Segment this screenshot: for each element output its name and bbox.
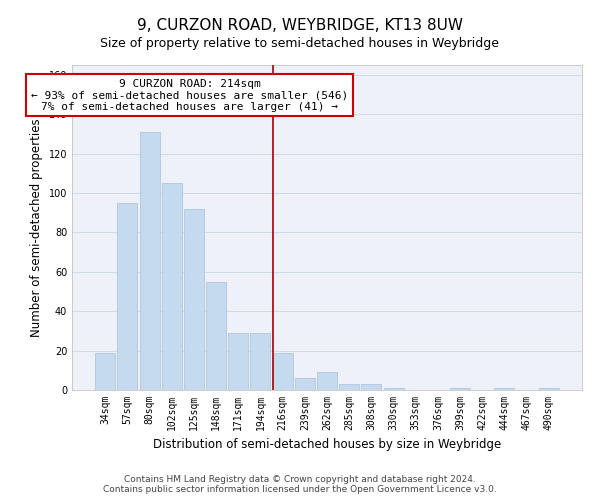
Bar [295, 378, 315, 390]
Bar [272, 352, 293, 390]
Bar [383, 388, 404, 390]
Text: Size of property relative to semi-detached houses in Weybridge: Size of property relative to semi-detach… [101, 38, 499, 51]
Text: Contains public sector information licensed under the Open Government Licence v3: Contains public sector information licen… [103, 485, 497, 494]
Bar [539, 388, 559, 390]
Bar [450, 388, 470, 390]
Bar [118, 203, 137, 390]
Bar [317, 372, 337, 390]
Y-axis label: Number of semi-detached properties: Number of semi-detached properties [30, 118, 43, 337]
Text: 9, CURZON ROAD, WEYBRIDGE, KT13 8UW: 9, CURZON ROAD, WEYBRIDGE, KT13 8UW [137, 18, 463, 32]
Bar [361, 384, 382, 390]
Bar [250, 333, 271, 390]
Bar [140, 132, 160, 390]
Bar [95, 352, 115, 390]
Bar [228, 333, 248, 390]
Bar [162, 183, 182, 390]
Bar [184, 209, 204, 390]
Text: Contains HM Land Registry data © Crown copyright and database right 2024.: Contains HM Land Registry data © Crown c… [124, 475, 476, 484]
Bar [339, 384, 359, 390]
Bar [494, 388, 514, 390]
Bar [206, 282, 226, 390]
X-axis label: Distribution of semi-detached houses by size in Weybridge: Distribution of semi-detached houses by … [153, 438, 501, 452]
Text: 9 CURZON ROAD: 214sqm
← 93% of semi-detached houses are smaller (546)
7% of semi: 9 CURZON ROAD: 214sqm ← 93% of semi-deta… [31, 79, 348, 112]
